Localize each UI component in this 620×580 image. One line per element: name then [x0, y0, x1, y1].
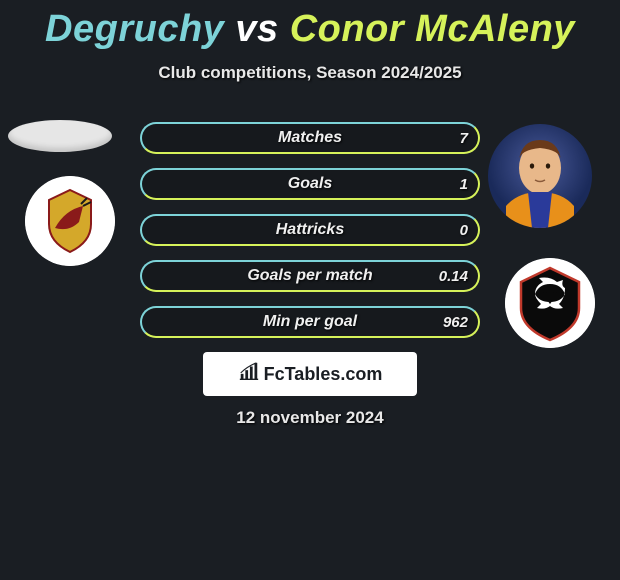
player2-avatar — [488, 124, 592, 228]
stat-val-right: 962 — [443, 308, 468, 336]
watermark-text: FcTables.com — [264, 364, 383, 385]
title-vs: vs — [235, 8, 278, 50]
subtitle: Club competitions, Season 2024/2025 — [0, 63, 620, 83]
footer-date: 12 november 2024 — [0, 408, 620, 428]
stat-row: Matches 7 — [140, 122, 480, 154]
bar-chart-icon — [238, 361, 260, 388]
watermark: FcTables.com — [203, 352, 417, 396]
stat-row: Min per goal 962 — [140, 306, 480, 338]
stat-label: Hattricks — [142, 216, 478, 244]
player1-avatar — [8, 120, 112, 152]
stats-table: Matches 7 Goals 1 Hattricks 0 Goals per … — [140, 122, 480, 352]
page-title: Degruchy vs Conor McAleny — [0, 0, 620, 51]
stat-val-right: 7 — [460, 124, 468, 152]
stat-row: Goals 1 — [140, 168, 480, 200]
player2-club-badge — [505, 258, 595, 348]
title-player2: Conor McAleny — [290, 8, 575, 50]
stat-label: Matches — [142, 124, 478, 152]
title-player1: Degruchy — [45, 8, 224, 50]
stat-val-right: 0 — [460, 216, 468, 244]
stat-row: Goals per match 0.14 — [140, 260, 480, 292]
stat-val-right: 0.14 — [439, 262, 468, 290]
stat-label: Goals — [142, 170, 478, 198]
stat-row: Hattricks 0 — [140, 214, 480, 246]
player1-club-badge — [25, 176, 115, 266]
stat-label: Goals per match — [142, 262, 478, 290]
stat-val-right: 1 — [460, 170, 468, 198]
stat-label: Min per goal — [142, 308, 478, 336]
